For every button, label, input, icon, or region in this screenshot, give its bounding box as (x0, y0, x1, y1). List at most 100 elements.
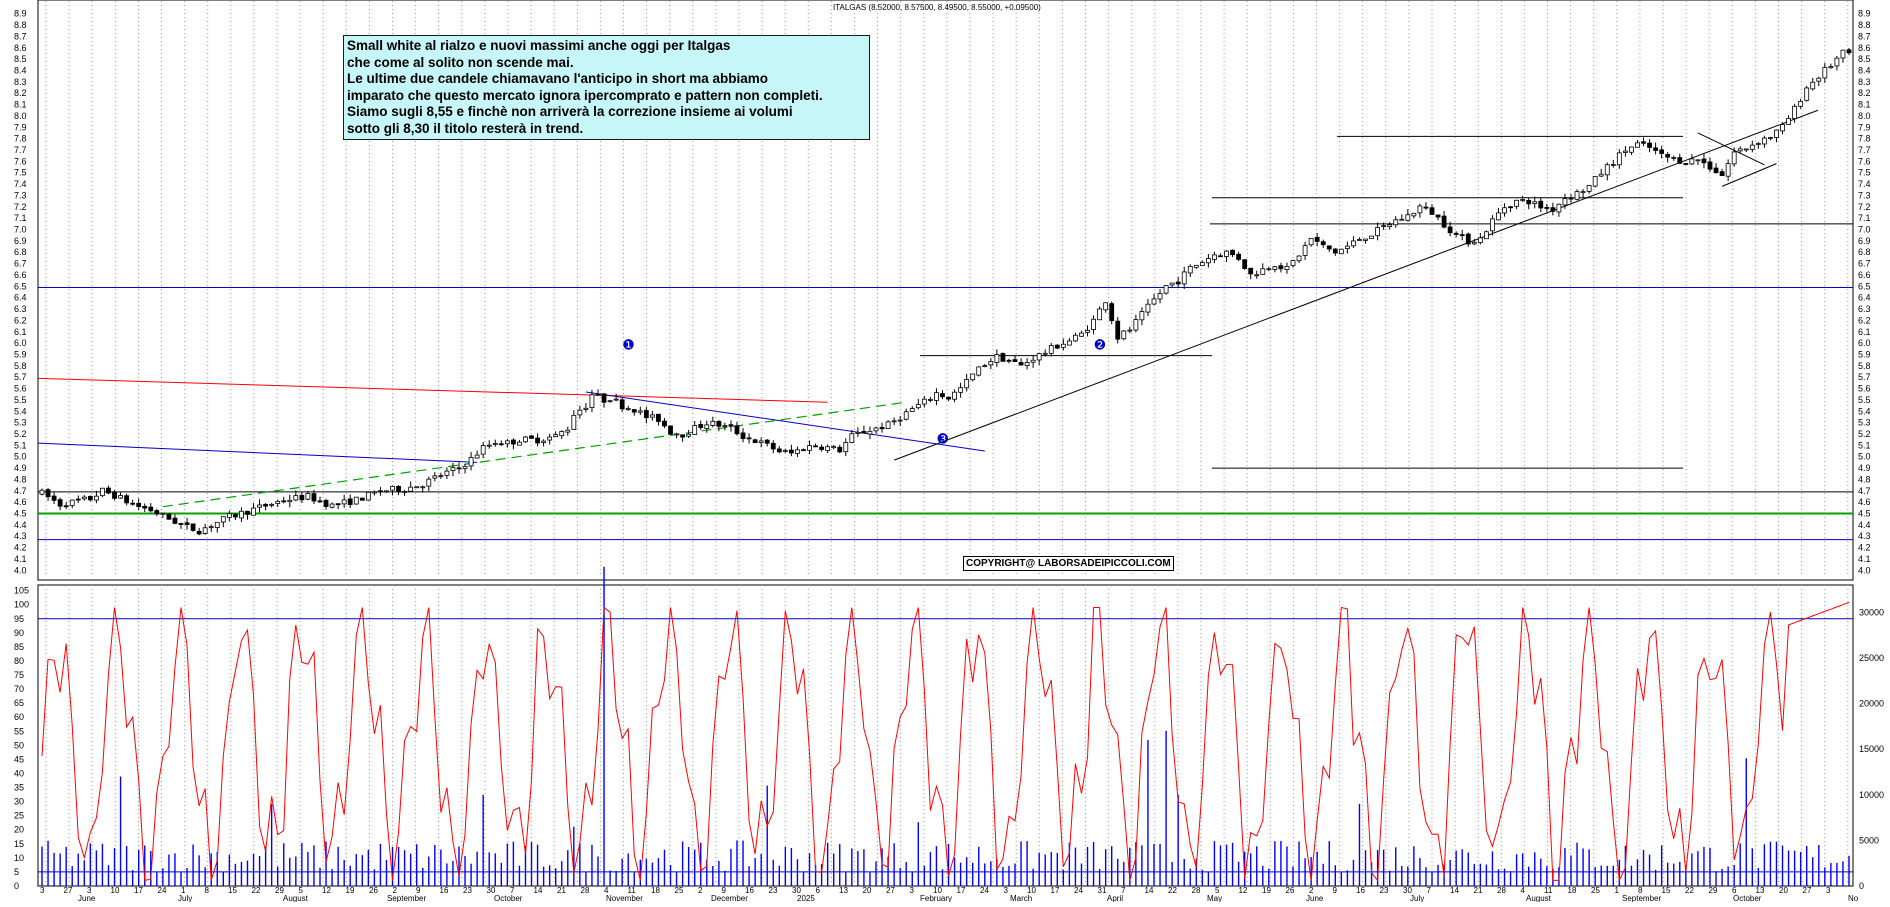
oscillator-tick: 80 (14, 656, 24, 666)
candle-body (474, 454, 480, 459)
candle-body (1586, 185, 1592, 192)
volume-bar (935, 846, 938, 886)
candle-body (1387, 224, 1393, 228)
oscillator-tick: 0 (14, 881, 19, 891)
candle-body (1296, 255, 1302, 262)
volume-bar (1600, 865, 1602, 886)
candle-body (613, 398, 619, 401)
volume-bar (1594, 866, 1596, 886)
candle-body (136, 502, 142, 508)
candle-body (958, 387, 964, 393)
volume-bar (1485, 864, 1488, 886)
candle-body (1145, 303, 1151, 313)
candle-body (462, 466, 468, 469)
candle-body (855, 431, 861, 434)
price-tick-right: 8.7 (1858, 31, 1871, 41)
volume-bar (1171, 861, 1173, 886)
volume-bar (47, 840, 49, 886)
price-tick-left: 6.0 (14, 338, 27, 348)
price-tick-left: 4.0 (14, 565, 27, 575)
candle-body (649, 414, 655, 418)
candle-body (565, 429, 571, 433)
candle-body (438, 475, 444, 477)
candle-body (1725, 163, 1731, 177)
date-tick-day: 24 (1074, 886, 1083, 895)
candle-body (1199, 262, 1205, 267)
candle-body (788, 449, 794, 454)
price-tick-right: 5.5 (1858, 395, 1871, 405)
candle-body (1568, 197, 1574, 200)
volume-bar (174, 853, 176, 886)
volume-bar (603, 566, 605, 886)
volume-bar (409, 853, 412, 886)
volume-bar (1812, 857, 1814, 886)
price-tick-left: 5.7 (14, 372, 27, 382)
volume-bar (422, 867, 424, 886)
price-tick-left: 5.4 (14, 406, 27, 416)
volume-bar (663, 849, 666, 886)
volume-bar (1268, 868, 1270, 886)
volume-bar (1358, 803, 1361, 886)
candle-body (643, 410, 649, 419)
volume-bar (1189, 868, 1191, 886)
volume-bar (343, 860, 345, 886)
candle-body (1719, 171, 1725, 176)
date-month-label: July (178, 894, 192, 902)
volume-bar (1715, 871, 1717, 886)
date-tick-day: 23 (1380, 886, 1389, 895)
candle-body (879, 426, 885, 430)
volume-bar (1117, 858, 1119, 886)
candle-body (1749, 144, 1755, 150)
volume-bar (1304, 858, 1306, 886)
volume-bar (778, 865, 781, 886)
volume-bar (1830, 862, 1832, 886)
volume-bar (1056, 852, 1059, 886)
volume-bar (1256, 846, 1258, 886)
volume-bar (500, 862, 503, 886)
volume-bar (784, 846, 787, 886)
volume-bar (1455, 850, 1457, 886)
date-month-label: August (1526, 894, 1552, 902)
candle-body (1151, 298, 1157, 305)
candle-body (378, 490, 383, 493)
price-tick-left: 5.9 (14, 349, 27, 359)
chart-marker-1: ❶ (622, 336, 635, 352)
candle-body (492, 443, 498, 445)
volume-bar (597, 856, 599, 886)
candle-body (619, 399, 625, 410)
price-tick-right: 4.0 (1858, 565, 1871, 575)
candle-body (553, 434, 559, 438)
volume-bar (464, 855, 466, 886)
volume-bar (947, 843, 950, 886)
date-tick-day: 27 (1803, 886, 1812, 895)
candle-body (1242, 259, 1248, 269)
candles (39, 47, 1852, 536)
volume-bar (385, 859, 388, 886)
volume-bar (978, 846, 980, 886)
candle-body (172, 517, 178, 524)
candle-body (1411, 212, 1417, 217)
volume-bar (718, 860, 720, 886)
volume-bar (881, 848, 883, 886)
candle-body (1278, 265, 1284, 270)
candle-body (1284, 266, 1290, 271)
price-tick-right: 4.8 (1858, 474, 1871, 484)
price-tick-right: 7.1 (1858, 213, 1871, 223)
price-tick-left: 6.8 (14, 247, 27, 257)
price-tick-left: 8.4 (14, 65, 27, 75)
candle-body (776, 448, 782, 453)
date-tick-day: 3 (40, 886, 45, 895)
candle-body (819, 446, 825, 450)
volume-bar (1473, 863, 1476, 886)
volume-bar (325, 841, 327, 886)
volume-bar (1382, 849, 1385, 886)
blue-trendline-lower (37, 442, 478, 463)
candle-body (1526, 200, 1532, 205)
note-line-1: Small white al rialzo e nuovi massimi an… (347, 38, 731, 53)
candle-body (1417, 205, 1423, 214)
price-tick-right: 6.7 (1858, 259, 1871, 269)
date-tick-day: 15 (228, 886, 237, 895)
price-tick-left: 6.1 (14, 327, 27, 337)
date-month-label: April (1107, 894, 1123, 902)
date-month-label: June (1306, 894, 1324, 902)
